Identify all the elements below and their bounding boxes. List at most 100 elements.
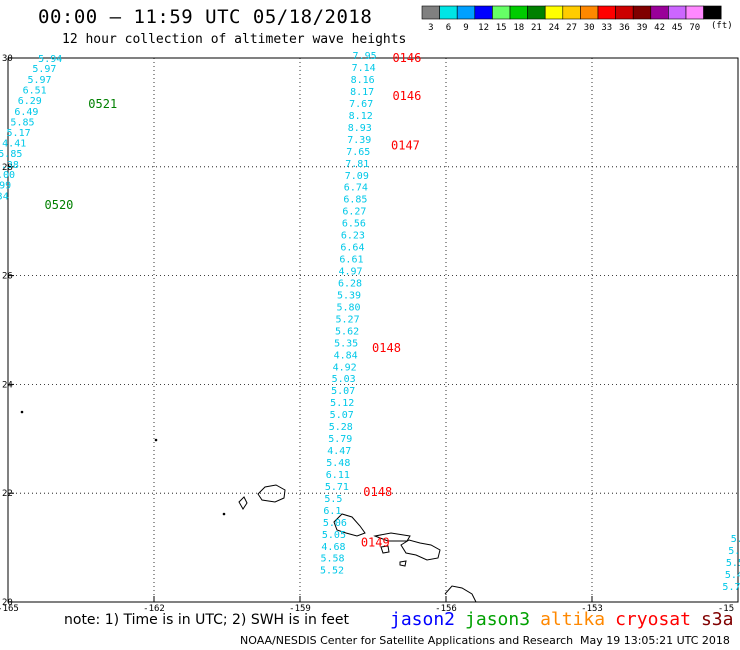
wave-height-value: 5.12 [330,398,354,409]
wave-height-value: 5.03 [332,374,356,385]
wave-height-value: 6.11 [326,470,350,481]
wave-height-value: 5.8 [728,546,740,557]
lat-tick-label: 20 [2,598,13,608]
wave-height-value: 5.07 [331,386,355,397]
lon-tick-label: -156 [435,604,457,614]
lon-tick-label: -153 [581,604,603,614]
wave-height-value: 7.65 [346,147,370,158]
legend-swatch [527,5,546,20]
wave-height-value: 7.09 [345,171,369,182]
legend-swatch [509,5,528,20]
color-legend: 3 6 9 12 15 18 21 24 27 30 33 36 39 42 45 70 [421,5,722,33]
legend-swatch [650,5,669,20]
wave-height-value: 5.85 [0,149,22,160]
pass-time-labels: 0521 0520 0146 0146 0147 0148 0148 0149 [45,51,422,550]
island-lanai [380,545,390,554]
legend-tick-label: 18 [513,23,524,33]
wave-height-value: 5.35 [334,338,358,349]
wave-height-value: 5.06 [323,518,347,529]
island-niihau [238,496,248,510]
satellite-legend-item: s3a [700,609,734,630]
legend-swatch [685,5,704,20]
wave-height-value: 8.17 [350,87,374,98]
legend-swatch [456,5,476,20]
lon-tick-label: -159 [289,604,311,614]
lat-tick-label: 24 [2,380,13,390]
wave-height-value: 7.81 [345,159,369,170]
legend-tick-label: 9 [463,23,468,33]
wave-height-value: 5.5 [324,494,342,505]
satellite-legend: jason2 jason3 altika cryosat s3a [390,609,740,630]
wave-height-value: 4.92 [333,362,357,373]
wave-height-value: 4.41 [2,139,26,150]
satellite-legend-item: jason3 [465,609,531,630]
wave-height-value: 7.14 [352,63,376,74]
wave-height-value: 6.61 [339,255,363,266]
wave-height-value: 5.5 [731,534,740,545]
island-necker [20,410,24,414]
legend-swatch [632,5,652,20]
island-kahoolawe [399,560,407,567]
wave-height-value: 5.5 [726,558,740,569]
island-kauai [257,484,286,503]
wave-height-value: 6.34 [0,191,9,202]
legend-tick-label: 27 [566,23,577,33]
wave-height-value: 5.17 [7,128,31,139]
lat-tick-label: 28 [2,163,13,173]
wave-height-value: 8.93 [348,123,372,134]
wave-height-value: 5.97 [32,64,56,75]
map-grid: 30 28 26 24 22 20-165 -162 -159 -156 -153 -15 [0,54,739,614]
wave-height-value: 6.00 [0,170,15,181]
legend-swatch [474,5,493,20]
legend-swatch [544,5,564,20]
wave-height-value: 6.27 [342,207,366,218]
wave-height-value: 7.95 [353,51,377,62]
wave-height-value: 6.56 [342,219,366,230]
wave-height-value: 7.67 [349,99,373,110]
legend-tick-label: 21 [531,23,542,33]
satellite-legend-item: cryosat [615,609,691,630]
legend-units-label: (ft) [711,21,733,31]
page-title: 00:00 – 11:59 UTC 05/18/2018 [38,6,373,28]
lon-tick-label: -162 [143,604,165,614]
pass-time-label: 0148 [363,485,392,499]
pass-time-label: 0149 [361,536,390,550]
legend-swatch [703,5,722,20]
wave-height-value: 4.97 [338,267,362,278]
lat-tick-label: 22 [2,489,13,499]
island-nihoa [154,438,158,442]
wave-height-value: 5.05 [322,530,346,541]
wave-height-value: 4.47 [327,446,351,457]
wave-height-value: 6.28 [338,278,362,289]
island-molokai [373,532,411,542]
legend-swatch [615,5,634,20]
legend-swatch [439,5,458,20]
altimeter-tracks: 5.945.975.976.516.296.495.855.174.415.85… [0,51,740,593]
wave-height-value: 5.99 [0,181,11,192]
lon-tick-label: -165 [0,604,19,614]
wave-height-value: 6.49 [14,107,38,118]
wave-height-value: 5.85 [10,117,34,128]
wave-height-value: 5.71 [325,482,349,493]
wave-height-value: 6.29 [18,96,42,107]
wave-height-value: 6.64 [340,243,364,254]
wave-height-value: 5.58 [320,554,344,565]
legend-tick-label: 33 [601,23,612,33]
pass-time-label: 0521 [88,97,117,111]
page-subtitle: 12 hour collection of altimeter wave hei… [62,32,407,47]
wave-height-value: 6.23 [341,231,365,242]
wave-height-value: 5.38 [0,160,19,171]
legend-tick-label: 3 [428,23,433,33]
island-hawaii [444,585,477,603]
lon-tick-label: -15 [718,604,734,614]
footer-note: note: 1) Time is in UTC; 2) SWH is in fe… [64,612,350,628]
satellite-legend-item: jason2 [390,609,456,630]
legend-tick-label: 39 [637,23,648,33]
legend-tick-label: 15 [496,23,507,33]
wave-height-value: 5.62 [335,326,359,337]
lat-tick-label: 26 [2,272,13,282]
wave-height-value: 4.68 [321,542,345,553]
legend-swatch [580,5,599,20]
legend-swatch [421,5,440,20]
wave-height-value: 5.07 [330,410,354,421]
